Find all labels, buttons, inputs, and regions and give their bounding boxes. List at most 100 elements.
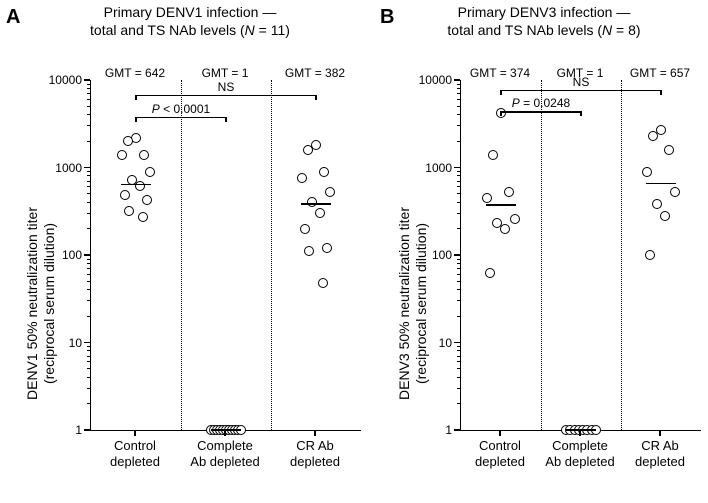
y-tick-label: 10000 (412, 73, 452, 87)
y-minor-tick (457, 316, 460, 317)
data-point (485, 268, 495, 278)
y-minor-tick (457, 84, 460, 85)
y-tick-label: 1000 (412, 161, 452, 175)
y-minor-tick (87, 263, 90, 264)
y-minor-tick (87, 368, 90, 369)
significance-bar (136, 117, 226, 119)
y-minor-tick (457, 171, 460, 172)
y-minor-tick (87, 141, 90, 142)
y-minor-tick (457, 289, 460, 290)
y-tick (84, 254, 90, 256)
data-point (318, 278, 328, 288)
y-minor-tick (457, 403, 460, 404)
gmt-label: GMT = 657 (620, 66, 700, 80)
y-tick (84, 429, 90, 431)
plot-area: NS P < 0.0001 (90, 80, 361, 431)
group-separator (621, 80, 622, 430)
y-minor-tick (87, 202, 90, 203)
y-minor-tick (87, 361, 90, 362)
y-minor-tick (457, 228, 460, 229)
y-minor-tick (87, 356, 90, 357)
y-minor-tick (87, 403, 90, 404)
data-point (297, 173, 307, 183)
y-axis-label: DENV3 50% neutralization titer(reciproca… (396, 207, 430, 400)
data-point (307, 197, 317, 207)
y-minor-tick (457, 274, 460, 275)
significance-bar-drop (500, 90, 502, 95)
y-minor-tick (457, 388, 460, 389)
y-minor-tick (87, 114, 90, 115)
significance-label: NS (186, 80, 266, 94)
data-point (139, 150, 149, 160)
significance-bar-drop (660, 90, 662, 95)
data-point (670, 187, 680, 197)
gmt-label: GMT = 374 (460, 66, 540, 80)
y-tick-label: 10 (412, 336, 452, 350)
significance-label: P < 0.0001 (141, 102, 221, 116)
y-minor-tick (87, 377, 90, 378)
y-minor-tick (457, 186, 460, 187)
y-tick (84, 167, 90, 169)
data-point (142, 195, 152, 205)
y-minor-tick (87, 186, 90, 187)
y-minor-tick (457, 346, 460, 347)
y-minor-tick (457, 377, 460, 378)
data-point (300, 224, 310, 234)
figure-root: APrimary DENV1 infection —total and TS N… (0, 0, 708, 503)
y-minor-tick (457, 356, 460, 357)
y-minor-tick (87, 125, 90, 126)
data-point (319, 167, 329, 177)
y-minor-tick (457, 114, 460, 115)
data-point (145, 167, 155, 177)
y-tick-label: 1 (42, 423, 82, 437)
data-point (304, 246, 314, 256)
y-minor-tick (87, 181, 90, 182)
y-minor-tick (457, 141, 460, 142)
y-minor-tick (87, 300, 90, 301)
plot-area: NSP = 0.0248 (460, 80, 701, 431)
significance-bar-drop (135, 117, 137, 122)
gmt-label: GMT = 642 (95, 66, 175, 80)
y-tick-label: 100 (412, 248, 452, 262)
y-minor-tick (457, 88, 460, 89)
significance-bar-drop (315, 95, 317, 100)
data-point (325, 187, 335, 197)
y-minor-tick (87, 268, 90, 269)
y-minor-tick (87, 193, 90, 194)
gmt-label: GMT = 1 (540, 66, 620, 80)
median-line (121, 184, 151, 186)
y-minor-tick (87, 93, 90, 94)
y-minor-tick (87, 88, 90, 89)
y-tick-label: 1000 (42, 161, 82, 175)
data-point (652, 199, 662, 209)
median-line (211, 429, 241, 431)
y-minor-tick (457, 263, 460, 264)
x-tick (134, 430, 136, 436)
y-minor-tick (457, 125, 460, 126)
y-minor-tick (87, 289, 90, 290)
data-point (135, 181, 145, 191)
x-tick (499, 430, 501, 436)
y-minor-tick (87, 388, 90, 389)
y-minor-tick (457, 202, 460, 203)
y-tick-label: 10 (42, 336, 82, 350)
y-tick-label: 100 (42, 248, 82, 262)
y-minor-tick (457, 93, 460, 94)
y-minor-tick (87, 171, 90, 172)
y-tick (84, 342, 90, 344)
y-minor-tick (457, 368, 460, 369)
y-tick (454, 429, 460, 431)
y-minor-tick (457, 268, 460, 269)
data-point (642, 167, 652, 177)
data-point (138, 212, 148, 222)
y-tick-label: 1 (412, 423, 452, 437)
data-point (123, 136, 133, 146)
data-point (120, 190, 130, 200)
x-tick (314, 430, 316, 436)
y-tick-label: 10000 (42, 73, 82, 87)
data-point (303, 145, 313, 155)
significance-label: P = 0.0248 (501, 96, 581, 110)
y-minor-tick (87, 274, 90, 275)
median-line (566, 429, 596, 431)
y-minor-tick (457, 181, 460, 182)
